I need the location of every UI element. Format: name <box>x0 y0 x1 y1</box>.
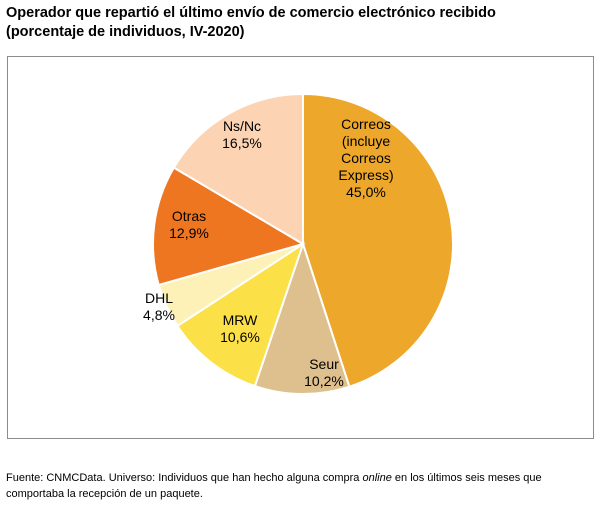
chart-frame: Correos (incluye Correos Express) 45,0% Seur 1… <box>7 56 594 439</box>
chart-title-line-2: (porcentaje de individuos, IV-2020) <box>6 24 245 40</box>
chart-title-line-1: Operador que repartió el último envío de… <box>6 5 496 21</box>
slice-label-otras: Otras 12,9% <box>169 208 209 241</box>
slice-label-ns-nc: Ns/Nc 16,5% <box>222 118 262 151</box>
pie-slice-correos <box>302 92 454 388</box>
pie-slice-seur <box>253 240 351 395</box>
chart-title: Operador que repartió el último envío de… <box>6 4 596 42</box>
source-note: Fuente: CNMCData. Universo: Individuos q… <box>6 470 596 502</box>
source-suffix: en los últimos seis meses que comportaba… <box>6 472 542 500</box>
pie-slice-mrw <box>175 241 305 388</box>
slice-label-dhl: DHL 4,8% <box>143 290 175 323</box>
source-prefix: Fuente: CNMCData. Universo: Individuos q… <box>6 472 363 484</box>
pie-chart: Correos (incluye Correos Express) 45,0% Seur 1… <box>143 92 454 395</box>
slice-label-seur: Seur 10,2% <box>304 356 344 389</box>
source-italic: online <box>362 472 392 484</box>
pie-slice-ns-nc <box>172 92 304 246</box>
slice-label-mrw: MRW 10,6% <box>220 312 260 345</box>
pie-slice-otras <box>152 166 306 287</box>
slice-label-correos: Correos (incluye Correos Express) 45,0% <box>338 116 393 200</box>
